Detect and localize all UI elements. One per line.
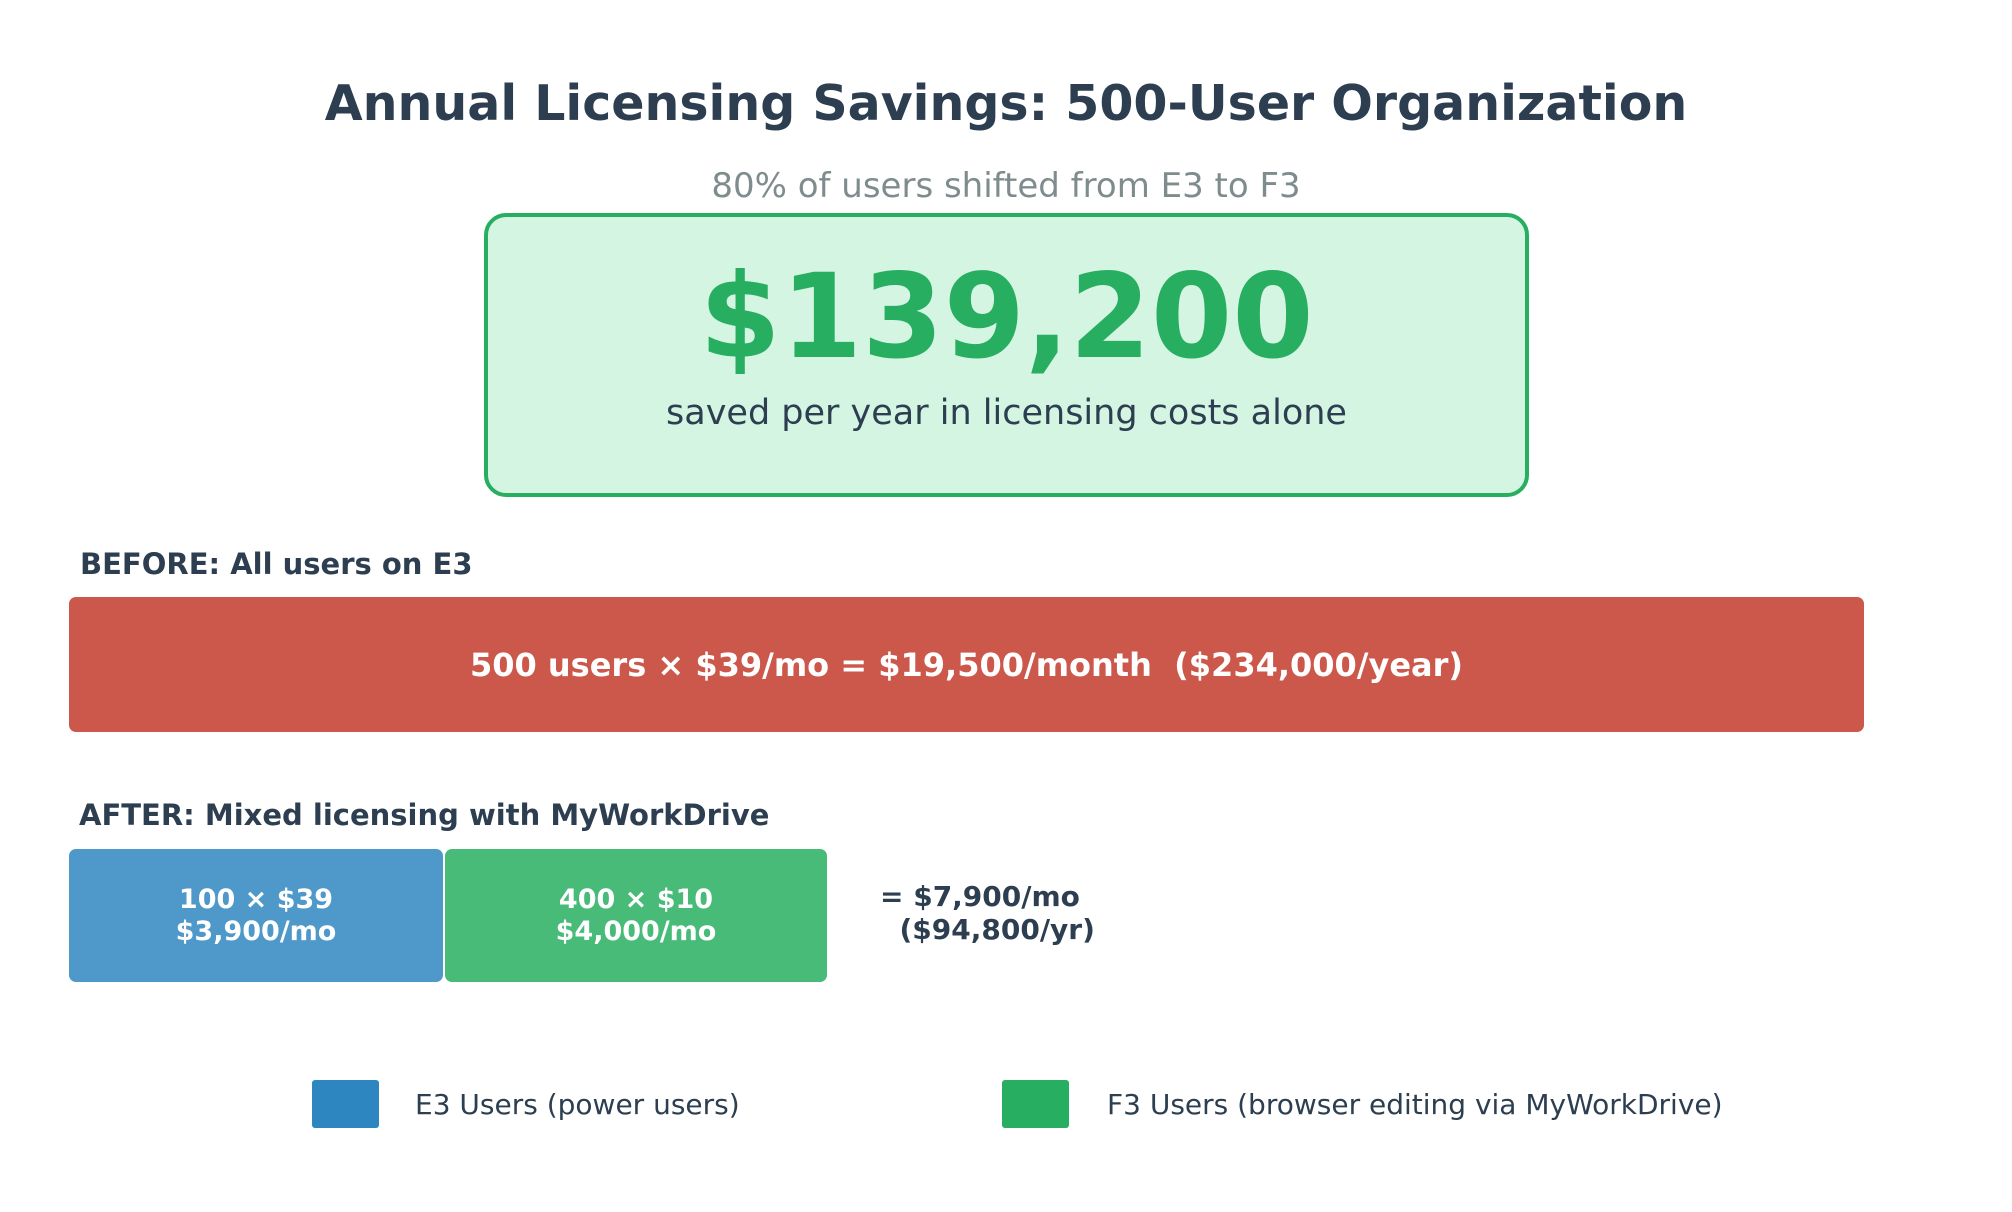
chart-subtitle: 80% of users shifted from E3 to F3 (711, 166, 1301, 206)
after-e3-segment: 100 × $39 $3,900/mo (69, 849, 443, 982)
legend-f3-swatch (1002, 1080, 1069, 1128)
before-section-label: BEFORE: All users on E3 (80, 547, 473, 581)
chart-title: Annual Licensing Savings: 500-User Organ… (324, 75, 1688, 132)
before-cost-text: 500 users × $39/mo = $19,500/month ($234… (469, 645, 1464, 684)
e3-segment-formula: 100 × $39 (178, 883, 334, 915)
annual-savings-value: $139,200 (699, 248, 1314, 385)
legend-f3-label: F3 Users (browser editing via MyWorkDriv… (1107, 1088, 1723, 1121)
after-total-monthly: = $7,900/mo (880, 880, 1080, 913)
legend-e3-label: E3 Users (power users) (415, 1088, 740, 1121)
after-total-annual: ($94,800/yr) (880, 913, 1095, 946)
after-total: = $7,900/mo ($94,800/yr) (880, 880, 1095, 946)
after-f3-segment: 400 × $10 $4,000/mo (445, 849, 827, 982)
f3-segment-formula: 400 × $10 (558, 883, 714, 915)
e3-segment-cost: $3,900/mo (175, 915, 337, 947)
after-section-label: AFTER: Mixed licensing with MyWorkDrive (79, 798, 770, 832)
annual-savings-caption: saved per year in licensing costs alone (666, 393, 1347, 433)
legend-e3-swatch (312, 1080, 379, 1128)
before-cost-bar: 500 users × $39/mo = $19,500/month ($234… (69, 597, 1864, 732)
savings-highlight-box: $139,200 saved per year in licensing cos… (484, 213, 1529, 497)
f3-segment-cost: $4,000/mo (555, 915, 717, 947)
